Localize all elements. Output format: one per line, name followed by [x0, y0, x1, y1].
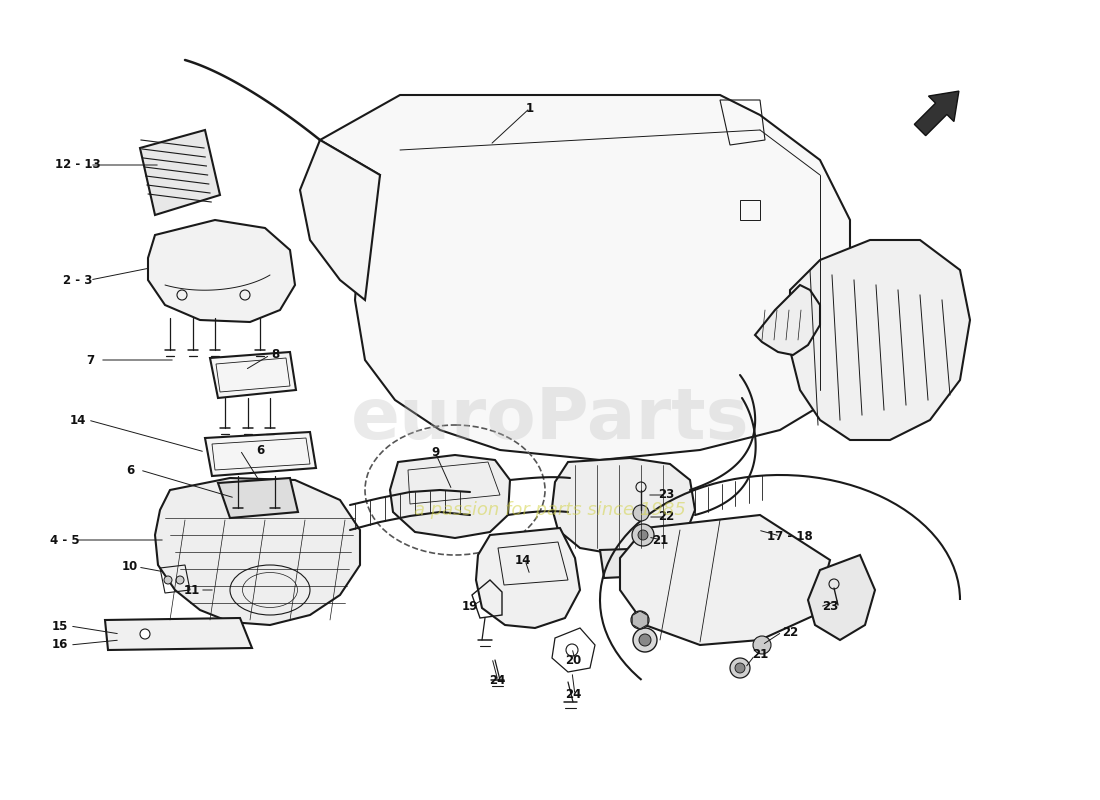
Circle shape: [632, 628, 657, 652]
Polygon shape: [205, 432, 316, 476]
Circle shape: [754, 636, 771, 654]
Polygon shape: [104, 618, 252, 650]
Circle shape: [176, 576, 184, 584]
Text: a passion for parts since 1985: a passion for parts since 1985: [414, 501, 686, 519]
Text: 1: 1: [526, 102, 535, 114]
Text: 22: 22: [658, 510, 674, 523]
Text: 6: 6: [256, 443, 264, 457]
Polygon shape: [148, 220, 295, 322]
Text: 8: 8: [271, 349, 279, 362]
Circle shape: [140, 629, 150, 639]
Text: 16: 16: [52, 638, 68, 651]
Polygon shape: [632, 611, 648, 629]
Text: 9: 9: [431, 446, 439, 458]
Text: 6: 6: [125, 463, 134, 477]
Polygon shape: [790, 240, 970, 440]
Polygon shape: [218, 478, 298, 518]
Text: 14: 14: [515, 554, 531, 566]
Polygon shape: [476, 528, 580, 628]
Polygon shape: [808, 555, 874, 640]
Circle shape: [632, 505, 649, 521]
Polygon shape: [914, 91, 959, 136]
Text: 17 - 18: 17 - 18: [767, 530, 813, 542]
Text: 7: 7: [86, 354, 95, 366]
Polygon shape: [390, 455, 510, 538]
Text: 10: 10: [122, 561, 139, 574]
Text: 4 - 5: 4 - 5: [51, 534, 80, 546]
Text: 23: 23: [822, 601, 838, 614]
Text: 24: 24: [488, 674, 505, 687]
Text: 11: 11: [184, 583, 200, 597]
Text: 19: 19: [462, 599, 478, 613]
Circle shape: [632, 524, 654, 546]
Polygon shape: [620, 515, 830, 645]
Polygon shape: [755, 285, 820, 355]
Text: 23: 23: [658, 489, 674, 502]
Circle shape: [631, 611, 649, 629]
Circle shape: [164, 576, 172, 584]
Text: 15: 15: [52, 619, 68, 633]
Text: 24: 24: [564, 689, 581, 702]
Text: 12 - 13: 12 - 13: [55, 158, 101, 171]
Text: 21: 21: [652, 534, 668, 546]
Circle shape: [730, 658, 750, 678]
Polygon shape: [600, 548, 666, 578]
Polygon shape: [155, 478, 360, 625]
Text: 20: 20: [565, 654, 581, 666]
Polygon shape: [552, 458, 695, 555]
Polygon shape: [300, 140, 379, 300]
Text: 22: 22: [782, 626, 799, 638]
Polygon shape: [210, 352, 296, 398]
Text: 14: 14: [69, 414, 86, 426]
Circle shape: [639, 634, 651, 646]
Polygon shape: [320, 95, 850, 460]
Text: 2 - 3: 2 - 3: [64, 274, 92, 286]
Circle shape: [735, 663, 745, 673]
Text: 21: 21: [752, 649, 768, 662]
Polygon shape: [140, 130, 220, 215]
Text: euroParts: euroParts: [351, 386, 749, 454]
Circle shape: [638, 530, 648, 540]
